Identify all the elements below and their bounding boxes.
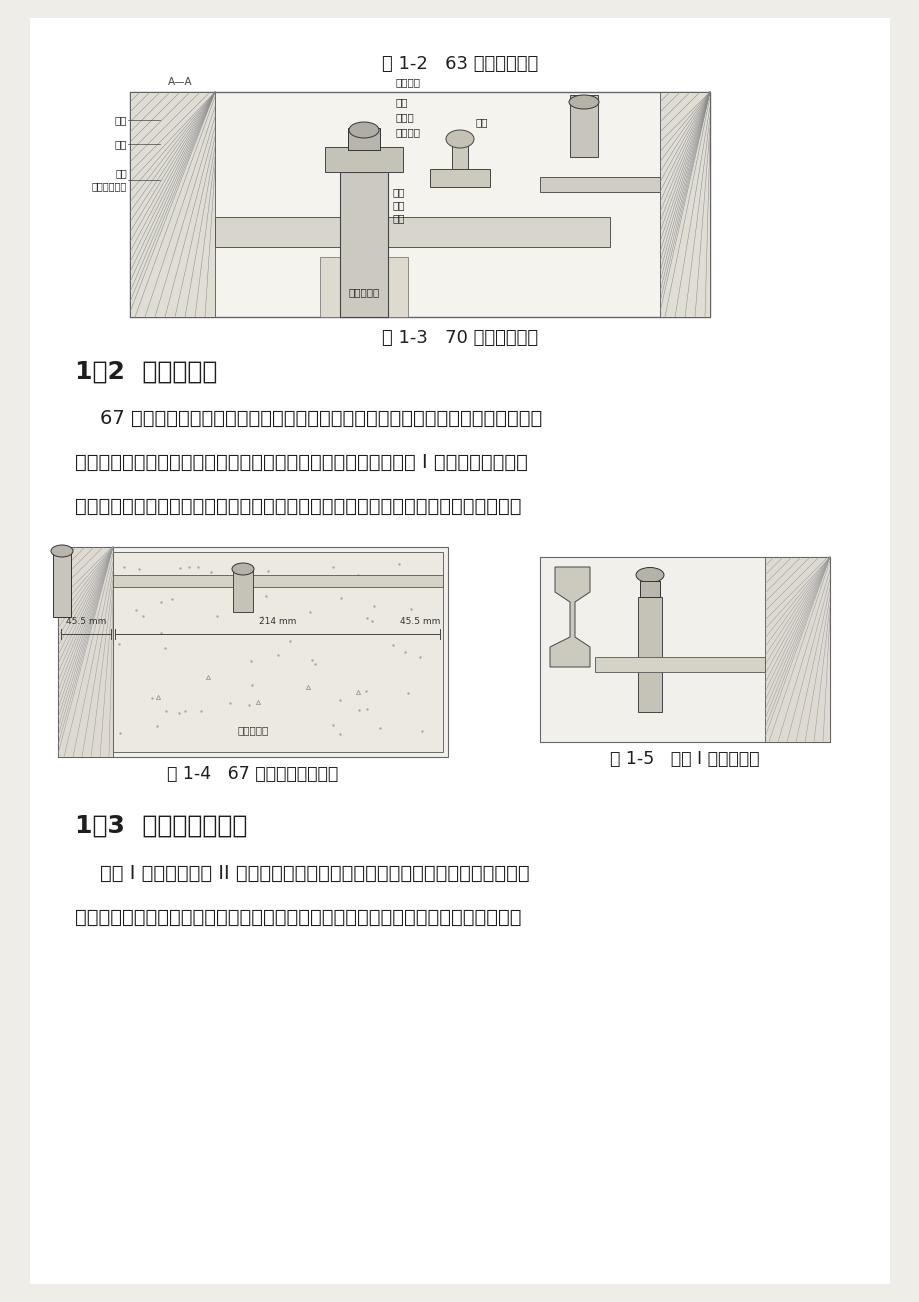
Text: 发的弹性扣件，目前正在线路上大量使用。该扣件由弹条、螺旋道钉、轨距挡板、挡板: 发的弹性扣件，目前正在线路上大量使用。该扣件由弹条、螺旋道钉、轨距挡板、挡板 [75,907,521,927]
Bar [570,95,597,158]
Text: 钢轨: 钢轨 [475,117,488,128]
Text: 图 1-4   67 型拱形弹片式扣件: 图 1-4 67 型拱形弹片式扣件 [167,766,338,783]
Bar [53,549,71,617]
Bar [58,547,113,756]
Ellipse shape [446,130,473,148]
Ellipse shape [51,546,73,557]
Ellipse shape [635,568,664,582]
Text: 图 1-5   弹片 I 型调高扣件: 图 1-5 弹片 I 型调高扣件 [609,750,759,768]
Bar [215,217,609,247]
Text: 214 mm: 214 mm [259,617,296,626]
Bar [765,557,829,742]
Bar [130,92,709,316]
Text: 螺母: 螺母 [395,98,408,107]
Ellipse shape [568,95,598,109]
Text: 45.5 mm: 45.5 mm [400,617,439,626]
Text: 扣件扣压件弹性较差，并且螺栓孔处存在应力集中，易导致弹片断裂，因而采用较少。: 扣件扣压件弹性较差，并且螺栓孔处存在应力集中，易导致弹片断裂，因而采用较少。 [75,497,521,516]
Text: 弹簧垫圈: 弹簧垫圈 [395,128,421,137]
Bar [340,172,388,316]
Bar [324,147,403,172]
Text: A—A: A—A [167,77,192,87]
Text: 轨下
垫板
衬垫: 轨下 垫板 衬垫 [392,187,405,224]
Text: 45.5 mm: 45.5 mm [66,617,106,626]
Text: 1．3  有螺栓弹条扣件: 1．3 有螺栓弹条扣件 [75,814,247,838]
Bar [595,658,765,672]
Ellipse shape [232,562,254,575]
Bar [113,552,443,753]
Text: 1．2  弹片式扣件: 1．2 弹片式扣件 [75,359,217,384]
Bar [640,581,659,598]
Text: 垫片
绝缘防锈涂料: 垫片 绝缘防锈涂料 [92,168,127,191]
Bar [539,177,669,191]
Text: 硫磺锚固剂: 硫磺锚固剂 [348,286,380,297]
Bar [539,557,829,742]
Bar [320,256,407,316]
Bar [347,128,380,150]
Text: 铁座: 铁座 [114,139,127,148]
Bar [451,137,468,169]
Text: 图 1-2   63 型扣板式扣件: 图 1-2 63 型扣板式扣件 [381,55,538,73]
Text: 扣板: 扣板 [114,115,127,125]
PathPatch shape [550,566,589,667]
Text: 图 1-3   70 型扣板式扣件: 图 1-3 70 型扣板式扣件 [381,329,538,348]
Text: 硫磺锚固剂: 硫磺锚固剂 [237,725,268,736]
Text: 平垫圈: 平垫圈 [395,112,414,122]
Bar [130,92,215,316]
Bar [58,547,448,756]
Bar [659,92,709,316]
Text: 中的螺栓紧固弹片。为适应冻害地段大调高量的规定，开发了弹片 I 型调高扣件。这种: 中的螺栓紧固弹片。为适应冻害地段大调高量的规定，开发了弹片 I 型调高扣件。这种 [75,453,528,473]
Ellipse shape [348,122,379,138]
Bar [233,566,253,612]
Bar [429,169,490,187]
Text: 螺旋道钉: 螺旋道钉 [395,77,421,87]
Bar [113,575,443,587]
Bar [637,598,662,712]
Text: 弹条 I 型扣件与弹条 II 型扣件是随着混凝土轨枕的应用以及无缝线路的铺设而开: 弹条 I 型扣件与弹条 II 型扣件是随着混凝土轨枕的应用以及无缝线路的铺设而开 [75,865,529,883]
Text: 67 型拱形弹片式扣件采用弹片扣压件，混凝土轨枕设挡肩，采用锚固在混凝土轨枕: 67 型拱形弹片式扣件采用弹片扣压件，混凝土轨枕设挡肩，采用锚固在混凝土轨枕 [75,409,541,428]
